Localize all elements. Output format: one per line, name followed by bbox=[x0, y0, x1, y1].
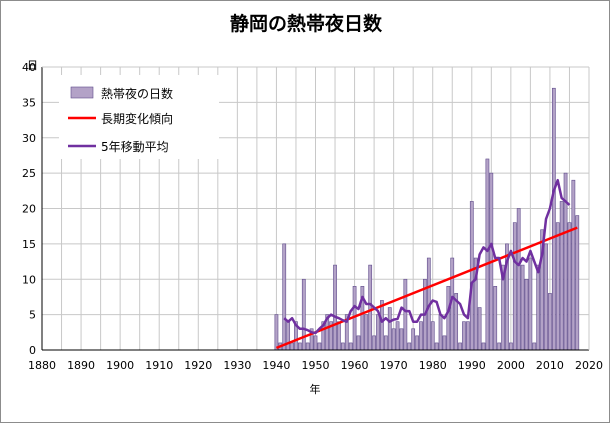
bar bbox=[337, 321, 341, 351]
legend-label: 5年移動平均 bbox=[101, 140, 169, 154]
bar bbox=[567, 222, 572, 351]
bar bbox=[544, 243, 548, 351]
bar bbox=[348, 342, 353, 351]
bar bbox=[559, 201, 564, 351]
x-tick-label: 1890 bbox=[67, 359, 95, 372]
legend-label: 長期変化傾向 bbox=[101, 111, 173, 126]
bar bbox=[438, 314, 443, 351]
bar bbox=[376, 314, 380, 351]
bar bbox=[290, 342, 294, 351]
bar bbox=[493, 286, 498, 351]
y-tick-label: 10 bbox=[22, 273, 36, 286]
bar bbox=[286, 321, 291, 351]
bar bbox=[532, 342, 537, 351]
x-tick-label: 1920 bbox=[184, 359, 212, 372]
axis-layer: 0 5 10 15 20 25 30 35 40 1880 1890 1900 1910 1920 1930… bbox=[22, 59, 603, 396]
x-tick-label: 1930 bbox=[223, 359, 251, 372]
bar bbox=[419, 321, 423, 351]
bar bbox=[407, 342, 412, 351]
bar bbox=[380, 300, 384, 351]
bar bbox=[477, 307, 482, 351]
x-tick-label: 2000 bbox=[497, 359, 525, 372]
y-axis-label: 日 bbox=[27, 59, 38, 72]
x-tick-label: 1880 bbox=[28, 359, 56, 372]
bar bbox=[442, 335, 447, 351]
y-tick-label: 0 bbox=[29, 344, 36, 357]
x-tick-label: 1950 bbox=[302, 359, 330, 372]
x-tick-label: 1960 bbox=[341, 359, 369, 372]
x-tick-label: 1970 bbox=[380, 359, 408, 372]
bar bbox=[551, 87, 556, 351]
bar bbox=[571, 179, 576, 351]
bar bbox=[528, 257, 533, 351]
bar bbox=[485, 158, 490, 351]
y-tick-label: 5 bbox=[29, 309, 36, 322]
x-tick-label: 1900 bbox=[106, 359, 134, 372]
trend-line bbox=[275, 226, 578, 350]
bar bbox=[462, 321, 466, 351]
bar bbox=[469, 201, 474, 351]
bar bbox=[512, 222, 517, 351]
bar bbox=[387, 307, 392, 351]
y-tick-label: 35 bbox=[22, 96, 36, 109]
y-tick-label: 25 bbox=[22, 167, 36, 180]
bar bbox=[524, 278, 529, 351]
bar bbox=[536, 264, 541, 351]
bar bbox=[399, 328, 404, 351]
x-tick-label: 2020 bbox=[575, 359, 603, 372]
bar bbox=[368, 264, 373, 351]
bar bbox=[383, 335, 388, 351]
bar bbox=[446, 286, 451, 351]
bar bbox=[305, 342, 310, 351]
bar bbox=[364, 314, 369, 351]
bar bbox=[411, 328, 416, 351]
chart-title: 静岡の熱帯夜日数 bbox=[229, 13, 382, 35]
bar bbox=[274, 314, 279, 351]
x-tick-label: 1990 bbox=[458, 359, 486, 372]
bar bbox=[415, 335, 419, 351]
y-tick-label: 15 bbox=[22, 238, 36, 251]
x-tick-label: 2010 bbox=[536, 359, 564, 372]
bar bbox=[340, 342, 345, 351]
bar bbox=[282, 243, 287, 351]
bar bbox=[516, 208, 521, 351]
bar bbox=[555, 222, 560, 351]
bar bbox=[481, 342, 486, 351]
bar bbox=[372, 335, 376, 351]
x-tick-label: 1940 bbox=[262, 359, 290, 372]
bar bbox=[520, 264, 525, 351]
bar bbox=[395, 321, 400, 351]
legend-swatch-bar bbox=[70, 86, 94, 99]
bar bbox=[391, 328, 396, 351]
bar bbox=[317, 342, 322, 351]
bar bbox=[403, 278, 408, 351]
bar bbox=[301, 278, 306, 351]
bar bbox=[298, 342, 302, 351]
legend-label: 熱帯夜の日数 bbox=[101, 86, 173, 101]
bar bbox=[333, 264, 337, 351]
bar bbox=[458, 342, 462, 351]
moving-average-line bbox=[283, 178, 571, 335]
x-tick-label: 1910 bbox=[145, 359, 173, 372]
bar bbox=[356, 335, 361, 351]
x-axis-label: 年 bbox=[310, 382, 321, 396]
bar bbox=[466, 321, 470, 351]
bar bbox=[430, 321, 435, 351]
y-tick-label: 30 bbox=[22, 132, 36, 145]
y-tick-label: 20 bbox=[22, 203, 36, 216]
bar bbox=[575, 215, 580, 351]
bar bbox=[508, 342, 513, 351]
bar bbox=[313, 335, 318, 351]
x-tick-label: 1980 bbox=[419, 359, 447, 372]
bar bbox=[497, 342, 501, 351]
lines-layer bbox=[275, 178, 578, 350]
y-tick-label: 40 bbox=[22, 61, 36, 74]
bar bbox=[434, 342, 439, 351]
bar bbox=[548, 293, 552, 351]
